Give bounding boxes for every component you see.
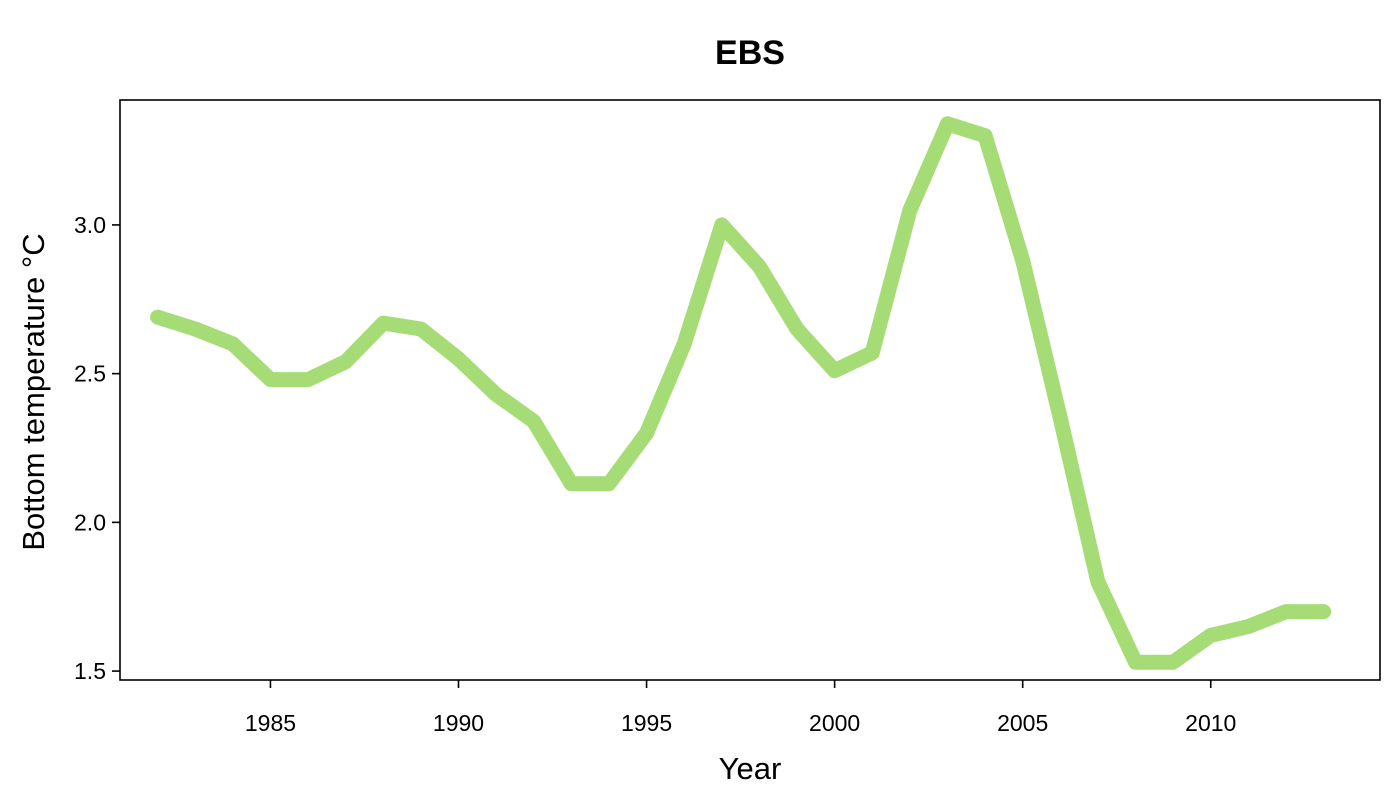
- chart-title: EBS: [715, 34, 785, 72]
- y-tick-label: 1.5: [74, 658, 106, 684]
- x-axis-ticks: 1985 1990 1995 2000 2005 2010: [245, 680, 1236, 736]
- y-tick-label: 2.0: [74, 509, 106, 535]
- y-axis-ticks: 1.5 2.0 2.5 3.0: [74, 212, 120, 684]
- y-tick-label: 3.0: [74, 212, 106, 238]
- x-tick-label: 2010: [1185, 710, 1236, 736]
- x-tick-label: 1985: [245, 710, 296, 736]
- x-axis-label: Year: [719, 751, 782, 786]
- x-tick-label: 1990: [433, 710, 484, 736]
- plot-frame: [119, 99, 1381, 681]
- x-tick-label: 2000: [809, 710, 860, 736]
- series-line: [150, 116, 1332, 670]
- x-tick-label: 1995: [621, 710, 672, 736]
- y-tick-label: 2.5: [74, 361, 106, 387]
- series-layer: [150, 116, 1332, 670]
- x-tick-label: 2005: [997, 710, 1048, 736]
- y-axis-label: Bottom temperature °C: [16, 233, 51, 550]
